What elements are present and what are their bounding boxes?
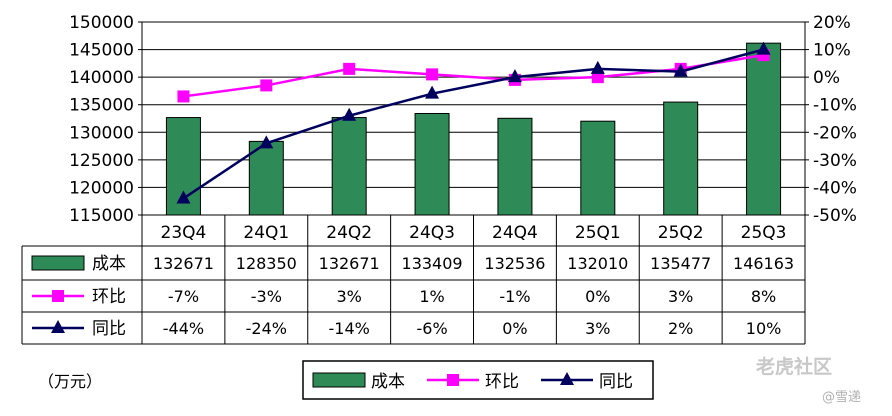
left-axis-tick-label: 145000 [69,41,134,61]
data-label: 146163 [733,254,794,273]
qoq-point-25Q1 [591,71,604,84]
qoq-point-24Q2 [343,62,356,75]
category-label: 23Q4 [161,223,207,243]
right-axis-tick-label: 10% [813,41,851,61]
data-label: 135477 [650,254,711,273]
legend-swatch-0 [312,372,366,388]
right-axis-tick-label: -50% [813,206,857,226]
data-label: -24% [246,319,287,338]
qoq-point-24Q3 [426,68,439,81]
category-label: 24Q4 [492,223,538,243]
qoq-point-23Q4 [177,90,190,103]
left-axis-tick-label: 120000 [69,178,134,198]
data-label: -1% [499,287,530,306]
category-label: 24Q3 [409,223,455,243]
data-label: 8% [751,287,776,306]
plot-frame [141,21,806,216]
row-legend-marker-1 [52,290,64,302]
right-axis-tick-label: -30% [813,151,857,171]
data-label: -44% [163,319,204,338]
legend-marker-1 [447,374,459,386]
left-axis-tick-label: 140000 [69,68,134,88]
left-axis-tick-label: 115000 [69,206,134,226]
yoy-point-24Q2 [342,107,357,121]
left-axis-tick-label: 125000 [69,151,134,171]
left-axis-tick-label: 135000 [69,96,134,116]
data-label: -6% [416,319,447,338]
data-label: 128350 [236,254,297,273]
bar-24Q3 [414,112,450,216]
data-label: 132671 [319,254,380,273]
right-axis-tick-label: -20% [813,123,857,143]
data-label: 133409 [402,254,463,273]
unit-label: （万元） [38,372,103,391]
data-label: 3% [668,287,693,306]
data-label: -3% [251,287,282,306]
data-label: 1% [419,287,444,306]
data-label: -14% [329,319,370,338]
row-label-0: 成本 [92,254,126,274]
watermark-brand: 老虎社区 [756,356,833,378]
data-label: 132010 [567,254,628,273]
yoy-point-25Q3 [756,41,771,55]
data-label: 132536 [484,254,545,273]
data-label: 0% [585,287,610,306]
right-axis-tick-label: -10% [813,96,857,116]
yoy-point-24Q1 [259,135,274,149]
yoy-point-23Q4 [176,190,191,204]
left-axis-tick-label: 130000 [69,123,134,143]
legend-label-2: 同比 [599,372,633,392]
data-label: 2% [668,319,693,338]
row-label-1: 环比 [92,287,126,307]
legend-label-0: 成本 [371,372,405,392]
bar-25Q2 [663,101,699,216]
right-axis-tick-label: 0% [813,68,840,88]
bar-24Q1 [248,140,284,216]
yoy-point-25Q2 [673,63,688,77]
category-label: 24Q2 [326,223,372,243]
bar-25Q3 [746,42,782,216]
bar-25Q1 [580,120,616,216]
watermark-author: @雪递 [822,390,862,405]
data-label: 132671 [153,254,214,273]
left-axis-tick-label: 150000 [69,13,134,33]
category-label: 24Q1 [243,223,289,243]
data-label: 10% [746,319,782,338]
qoq-point-24Q1 [260,79,273,92]
data-label: -7% [168,287,199,306]
yoy-line [182,48,764,200]
right-axis-tick-label: 20% [813,13,851,33]
category-label: 25Q2 [658,223,704,243]
row-legend-marker-2 [51,320,65,333]
yoy-point-25Q1 [590,60,605,74]
yoy-point-24Q4 [507,69,522,83]
data-label: 3% [336,287,361,306]
legend-marker-2 [560,372,574,385]
yoy-point-24Q3 [425,85,440,99]
bar-24Q2 [331,117,367,216]
row-legend-swatch-0 [31,255,85,271]
category-label: 25Q1 [575,223,621,243]
legend-label-1: 环比 [485,372,519,392]
right-axis-tick-label: -40% [813,178,857,198]
data-label: 0% [502,319,527,338]
row-label-2: 同比 [92,319,126,339]
data-label: 3% [585,319,610,338]
bar-24Q4 [497,117,533,216]
category-label: 25Q3 [741,223,787,243]
